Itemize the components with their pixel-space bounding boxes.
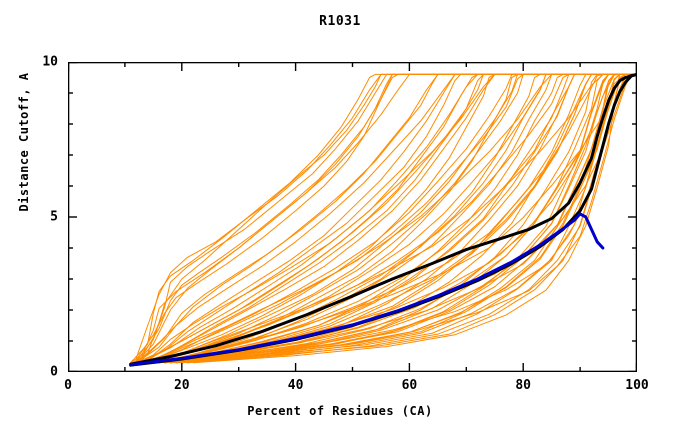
- series-line: [169, 73, 637, 364]
- axis-frame-layer: [68, 62, 637, 372]
- series-line: [135, 73, 637, 359]
- series-layer: [129, 72, 637, 367]
- series-line: [164, 73, 637, 364]
- series-line: [130, 73, 637, 365]
- series-line: [147, 73, 637, 364]
- x-tick-label: 20: [173, 378, 190, 393]
- series-line: [135, 73, 637, 364]
- series-line: [152, 73, 637, 362]
- x-axis-label: Percent of Residues (CA): [247, 404, 433, 418]
- series-line: [152, 73, 637, 364]
- series-line: [147, 73, 637, 362]
- series-line: [152, 73, 637, 364]
- series-line: [141, 73, 637, 361]
- x-tick-label: 40: [287, 378, 304, 393]
- series-line: [135, 73, 637, 364]
- series-line: [175, 73, 637, 364]
- chart-canvas: [68, 62, 637, 372]
- series-line: [135, 73, 637, 362]
- y-tick-label: 0: [50, 364, 58, 380]
- series-line: [147, 73, 637, 364]
- series-line: [158, 73, 637, 364]
- y-axis-label: Distance Cutoff, A: [17, 72, 31, 212]
- series-line: [129, 212, 605, 367]
- series-line: [141, 73, 637, 364]
- x-tick-label: 100: [625, 378, 649, 393]
- series-line: [129, 72, 637, 367]
- series-line: [147, 73, 637, 364]
- page-title: R1031: [319, 14, 361, 29]
- series-line: [158, 73, 637, 364]
- y-tick-label: 10: [42, 54, 58, 70]
- series-line: [129, 72, 637, 366]
- series-line: [164, 73, 637, 364]
- series-line: [130, 73, 637, 364]
- series-line: [141, 73, 637, 364]
- series-line: [141, 73, 637, 357]
- x-tick-label: 60: [401, 378, 418, 393]
- series-line: [164, 73, 637, 364]
- series-line: [135, 73, 637, 364]
- series-line: [147, 73, 637, 363]
- x-tick-label: 0: [64, 378, 72, 393]
- series-line: [130, 73, 637, 364]
- plot-area: [68, 62, 637, 372]
- series-line: [158, 73, 637, 364]
- x-tick-label: 80: [515, 378, 532, 393]
- series-line: [135, 73, 637, 364]
- series-line: [141, 73, 637, 364]
- y-tick-label: 5: [50, 209, 58, 225]
- series-line: [152, 73, 637, 364]
- series-line: [147, 73, 637, 364]
- series-line: [192, 73, 637, 364]
